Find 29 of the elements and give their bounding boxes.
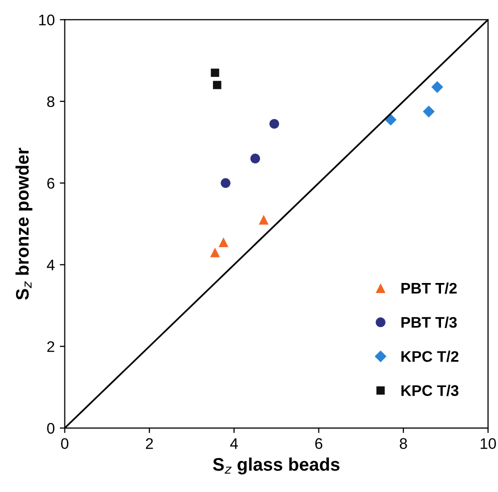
x-tick-label: 4 bbox=[230, 438, 238, 449]
legend-label: PBT T/3 bbox=[401, 316, 457, 328]
y-tick-label: 0 bbox=[47, 422, 54, 434]
x-tick-label: 10 bbox=[480, 438, 496, 449]
x-tick-label: 2 bbox=[146, 438, 153, 449]
y-tick-label: 6 bbox=[47, 178, 54, 189]
point bbox=[384, 114, 397, 126]
point bbox=[250, 154, 260, 164]
x-tick-label: 8 bbox=[400, 438, 407, 449]
x-tick-label: 6 bbox=[315, 438, 322, 449]
y-tick-label: 8 bbox=[47, 96, 54, 108]
point bbox=[210, 68, 220, 77]
point bbox=[218, 237, 228, 248]
point bbox=[220, 178, 230, 188]
y-tick-label: 4 bbox=[46, 260, 55, 270]
y-tick-label: 2 bbox=[47, 341, 54, 352]
y-axis-title: S$_{z}$ bronze powder bbox=[16, 148, 32, 300]
legend-label: KPC T/2 bbox=[401, 350, 458, 362]
point bbox=[422, 106, 435, 118]
point bbox=[431, 81, 444, 93]
x-tick-label: 0 bbox=[61, 438, 68, 449]
legend-label: KPC T/3 bbox=[401, 384, 458, 396]
point bbox=[212, 80, 222, 90]
point bbox=[210, 248, 220, 258]
point bbox=[269, 118, 280, 129]
legend-label: PBT T/2 bbox=[401, 282, 457, 294]
x-axis-title: S$_{z}$ glass beads bbox=[212, 458, 340, 474]
point bbox=[258, 214, 269, 225]
y-tick-label: 10 bbox=[39, 14, 54, 26]
